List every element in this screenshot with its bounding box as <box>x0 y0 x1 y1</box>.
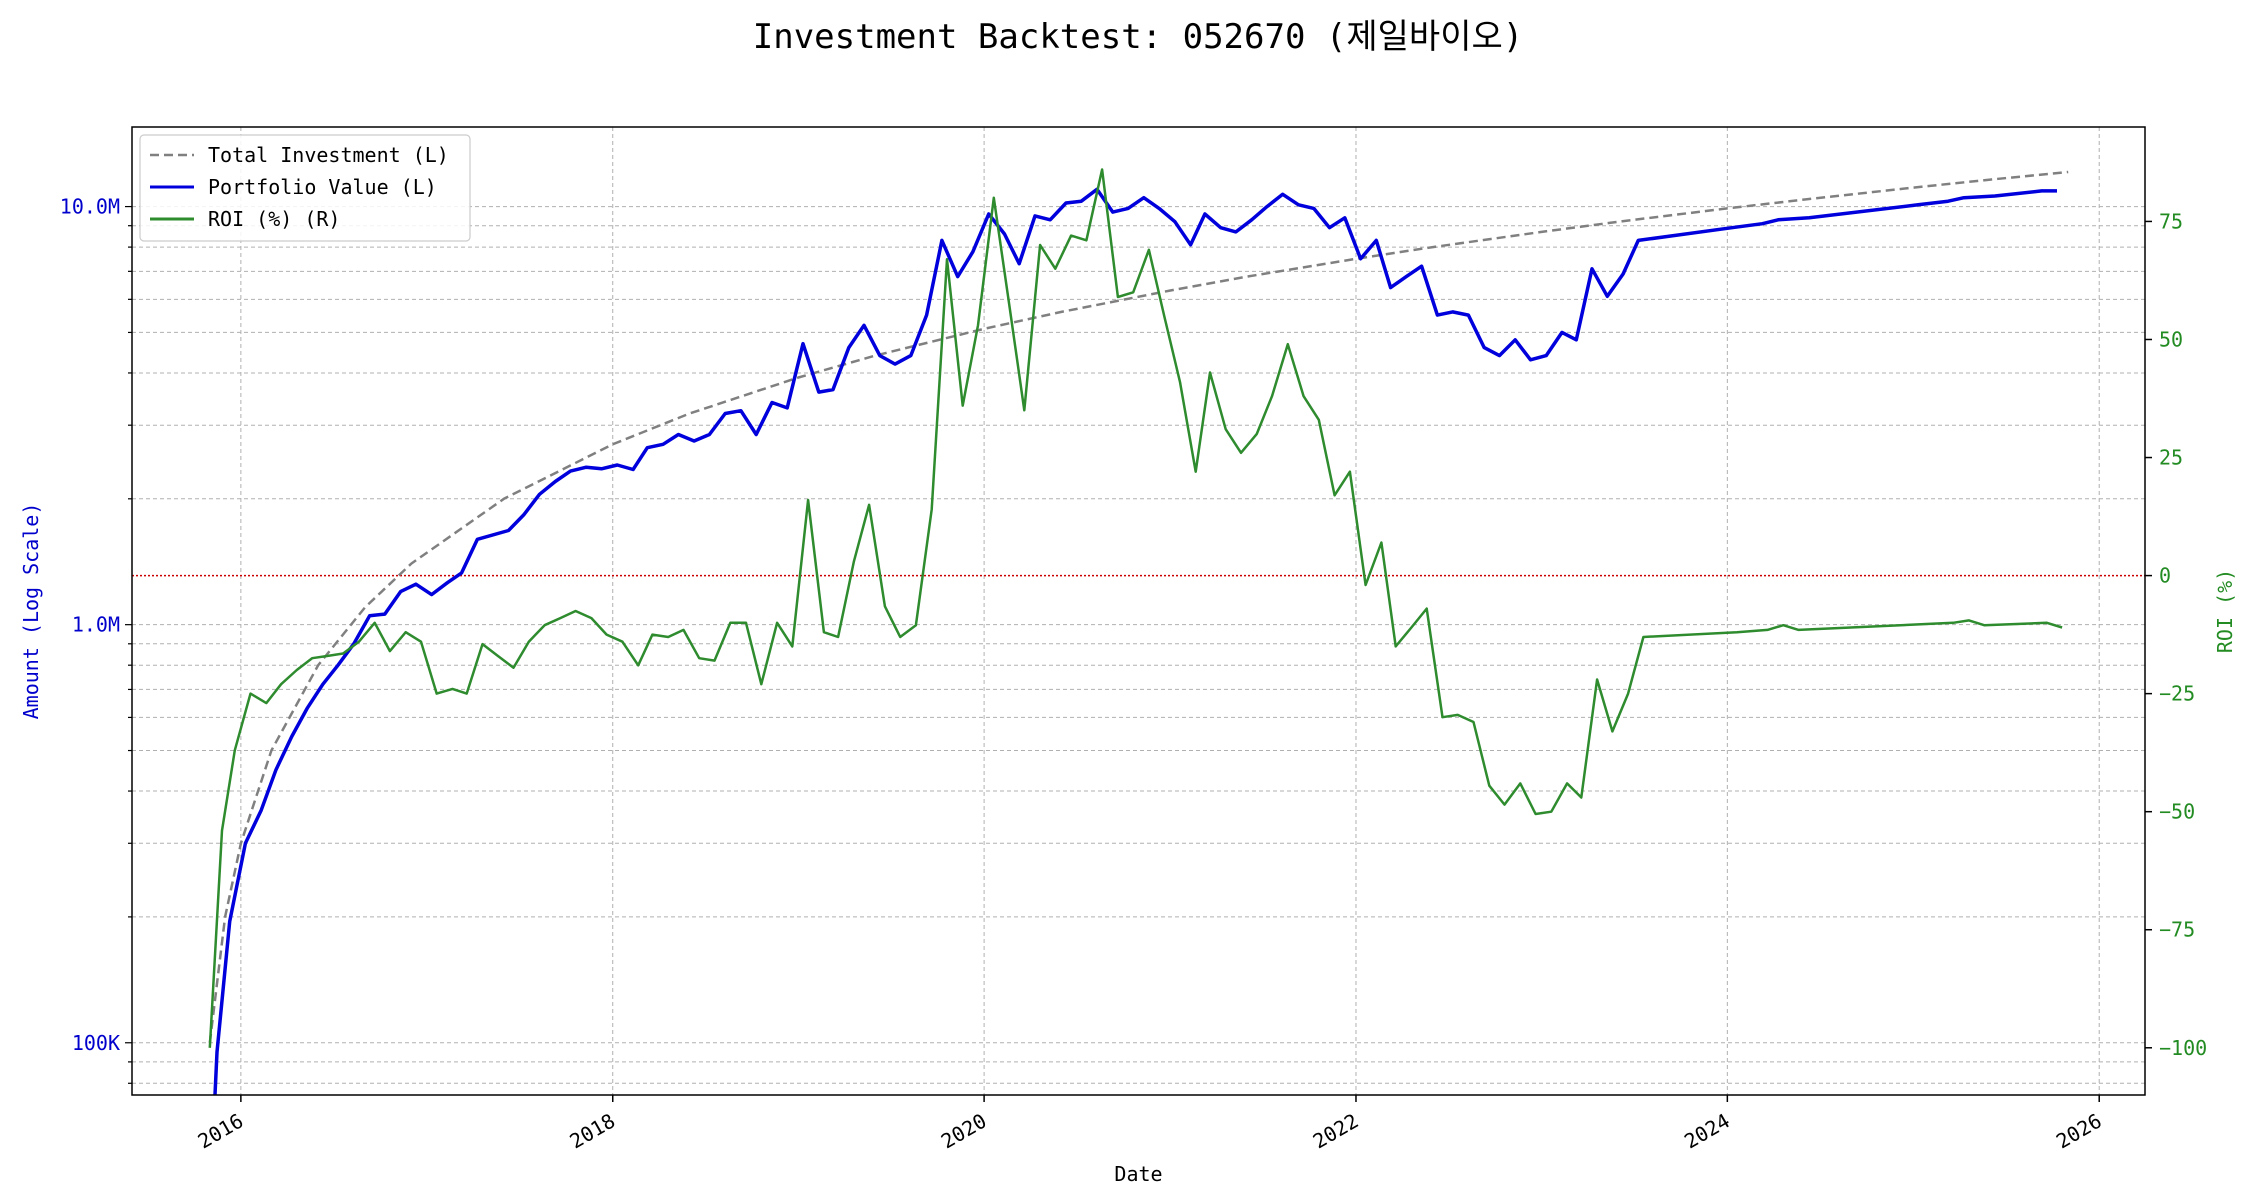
series-line-total-investment-l <box>208 170 2069 1043</box>
y-right-tick-label: −100 <box>2159 1036 2207 1060</box>
y-left-tick-label: 100K <box>72 1031 120 1055</box>
legend-label: ROI (%) (R) <box>208 207 340 231</box>
legend-label: Portfolio Value (L) <box>208 175 437 199</box>
legend-label: Total Investment (L) <box>208 143 449 167</box>
series-layer <box>208 168 2069 1095</box>
y-right-tick-label: 0 <box>2159 564 2171 588</box>
y-right-tick-label: −25 <box>2159 682 2195 706</box>
y-right-tick-label: 50 <box>2159 327 2183 351</box>
y-right-tick-label: 25 <box>2159 446 2183 470</box>
x-tick-label: 2026 <box>2052 1109 2106 1154</box>
series-line-roi-r <box>208 168 2063 1048</box>
series-line-portfolio-value-l <box>213 187 2057 1095</box>
chart-title: Investment Backtest: 052670 (제일바이오) <box>753 17 1524 57</box>
y-left-tick-label: 1.0M <box>72 613 120 637</box>
plot-frame <box>131 126 2146 1096</box>
legend: Total Investment (L) Portfolio Value (L) R… <box>139 134 471 242</box>
x-tick-label: 2022 <box>1309 1109 1363 1154</box>
y-left-tick-label: 10.0M <box>60 195 120 219</box>
y-right-tick-label: −75 <box>2159 918 2195 942</box>
y-right-tick-label: −50 <box>2159 800 2195 824</box>
x-tick-label: 2016 <box>194 1109 248 1154</box>
x-tick-label: 2018 <box>566 1109 620 1154</box>
x-axis-label: Date <box>1114 1162 1162 1186</box>
axis-layer: 2016 2018 2020 2022 2024 2026 100K 1.0M 10.0M −10… <box>60 195 2207 1154</box>
grid-layer <box>132 127 2145 1095</box>
x-tick-label: 2020 <box>937 1109 991 1154</box>
y-axis-left-label: Amount (Log Scale) <box>19 503 43 720</box>
y-axis-right-label: ROI (%) <box>2213 569 2237 653</box>
y-right-tick-label: 75 <box>2159 209 2183 233</box>
legend-box <box>139 134 471 242</box>
x-tick-label: 2024 <box>1680 1109 1734 1154</box>
